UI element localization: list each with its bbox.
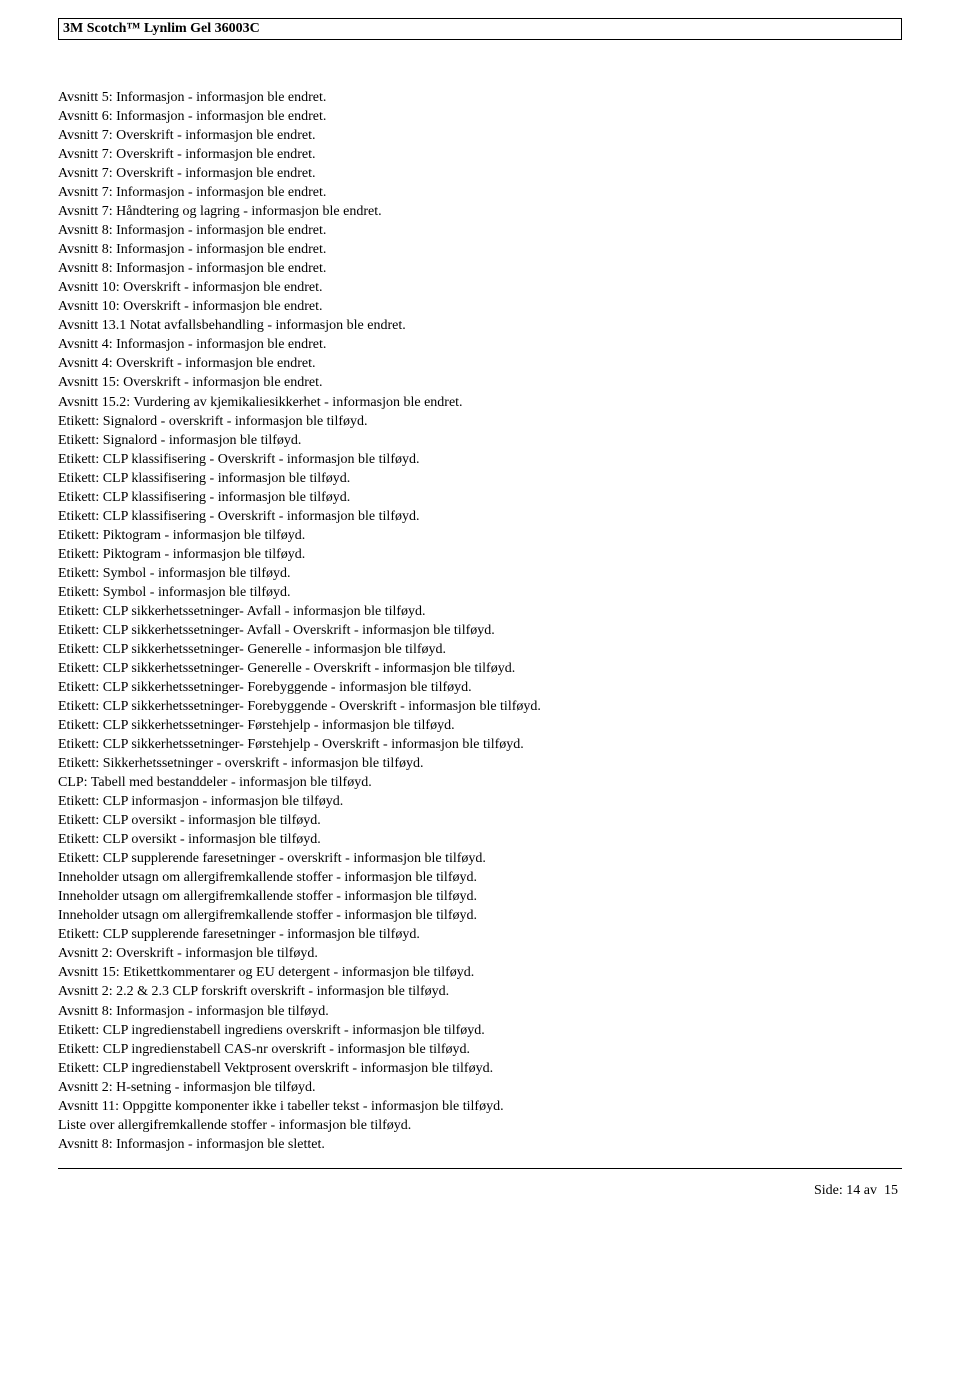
content-line: Avsnitt 7: Håndtering og lagring - infor… (58, 202, 902, 221)
content-line: Avsnitt 15: Overskrift - informasjon ble… (58, 373, 902, 392)
page-footer: Side: 14 av 15 (58, 1169, 902, 1199)
content-line: Avsnitt 7: Overskrift - informasjon ble … (58, 145, 902, 164)
content-line: Etikett: CLP sikkerhetssetninger- Genere… (58, 640, 902, 659)
content-line: Inneholder utsagn om allergifremkallende… (58, 906, 902, 925)
content-line: Avsnitt 4: Overskrift - informasjon ble … (58, 354, 902, 373)
content-line: Inneholder utsagn om allergifremkallende… (58, 887, 902, 906)
content-line: Etikett: Signalord - overskrift - inform… (58, 412, 902, 431)
content-line: Etikett: CLP sikkerhetssetninger- Første… (58, 735, 902, 754)
content-line: Etikett: CLP sikkerhetssetninger- Avfall… (58, 602, 902, 621)
content-line: Etikett: Symbol - informasjon ble tilføy… (58, 564, 902, 583)
content-line: Avsnitt 7: Informasjon - informasjon ble… (58, 183, 902, 202)
content-list: Avsnitt 5: Informasjon - informasjon ble… (58, 88, 902, 1154)
content-line: Etikett: CLP oversikt - informasjon ble … (58, 830, 902, 849)
content-line: Avsnitt 10: Overskrift - informasjon ble… (58, 278, 902, 297)
page: 3M Scotch™ Lynlim Gel 36003C Avsnitt 5: … (0, 0, 960, 1387)
content-line: Avsnitt 8: Informasjon - informasjon ble… (58, 221, 902, 240)
content-line: Etikett: CLP ingredienstabell CAS-nr ove… (58, 1040, 902, 1059)
content-line: Etikett: CLP sikkerhetssetninger- Foreby… (58, 678, 902, 697)
content-line: Etikett: CLP klassifisering - Overskrift… (58, 450, 902, 469)
content-line: Etikett: CLP ingredienstabell Vektprosen… (58, 1059, 902, 1078)
content-line: Avsnitt 8: Informasjon - informasjon ble… (58, 1135, 902, 1154)
footer-separator: av (864, 1183, 877, 1198)
content-line: Liste over allergifremkallende stoffer -… (58, 1116, 902, 1135)
content-line: Avsnitt 10: Overskrift - informasjon ble… (58, 297, 902, 316)
content-line: Etikett: CLP klassifisering - informasjo… (58, 488, 902, 507)
content-line: Avsnitt 6: Informasjon - informasjon ble… (58, 107, 902, 126)
content-line: Avsnitt 8: Informasjon - informasjon ble… (58, 1002, 902, 1021)
content-line: Etikett: CLP supplerende faresetninger -… (58, 925, 902, 944)
content-line: Avsnitt 7: Overskrift - informasjon ble … (58, 126, 902, 145)
content-line: Etikett: Symbol - informasjon ble tilføy… (58, 583, 902, 602)
content-line: Avsnitt 2: Overskrift - informasjon ble … (58, 944, 902, 963)
content-line: Avsnitt 15: Etikettkommentarer og EU det… (58, 963, 902, 982)
footer-page-total: 15 (884, 1183, 898, 1198)
content-line: Avsnitt 8: Informasjon - informasjon ble… (58, 259, 902, 278)
content-line: Etikett: Sikkerhetssetninger - overskrif… (58, 754, 902, 773)
footer-page-current: 14 (846, 1183, 860, 1198)
content-line: Avsnitt 7: Overskrift - informasjon ble … (58, 164, 902, 183)
content-line: Avsnitt 13.1 Notat avfallsbehandling - i… (58, 316, 902, 335)
footer-label: Side: (814, 1183, 843, 1198)
content-line: Avsnitt 15.2: Vurdering av kjemikaliesik… (58, 393, 902, 412)
content-line: Etikett: CLP oversikt - informasjon ble … (58, 811, 902, 830)
content-line: Etikett: CLP sikkerhetssetninger- Foreby… (58, 697, 902, 716)
content-line: Avsnitt 8: Informasjon - informasjon ble… (58, 240, 902, 259)
content-line: Etikett: Piktogram - informasjon ble til… (58, 526, 902, 545)
content-line: Etikett: CLP klassifisering - Overskrift… (58, 507, 902, 526)
content-line: Avsnitt 5: Informasjon - informasjon ble… (58, 88, 902, 107)
content-line: Etikett: CLP sikkerhetssetninger- Genere… (58, 659, 902, 678)
content-line: Inneholder utsagn om allergifremkallende… (58, 868, 902, 887)
document-header: 3M Scotch™ Lynlim Gel 36003C (58, 18, 902, 40)
content-line: Avsnitt 11: Oppgitte komponenter ikke i … (58, 1097, 902, 1116)
content-line: CLP: Tabell med bestanddeler - informasj… (58, 773, 902, 792)
content-line: Etikett: CLP sikkerhetssetninger- Første… (58, 716, 902, 735)
content-line: Avsnitt 2: H-setning - informasjon ble t… (58, 1078, 902, 1097)
document-title: 3M Scotch™ Lynlim Gel 36003C (63, 21, 260, 36)
content-line: Avsnitt 2: 2.2 & 2.3 CLP forskrift overs… (58, 982, 902, 1001)
content-line: Etikett: CLP supplerende faresetninger -… (58, 849, 902, 868)
content-line: Etikett: CLP klassifisering - informasjo… (58, 469, 902, 488)
content-line: Avsnitt 4: Informasjon - informasjon ble… (58, 335, 902, 354)
content-line: Etikett: Signalord - informasjon ble til… (58, 431, 902, 450)
content-line: Etikett: Piktogram - informasjon ble til… (58, 545, 902, 564)
content-line: Etikett: CLP sikkerhetssetninger- Avfall… (58, 621, 902, 640)
content-line: Etikett: CLP informasjon - informasjon b… (58, 792, 902, 811)
content-line: Etikett: CLP ingredienstabell ingrediens… (58, 1021, 902, 1040)
